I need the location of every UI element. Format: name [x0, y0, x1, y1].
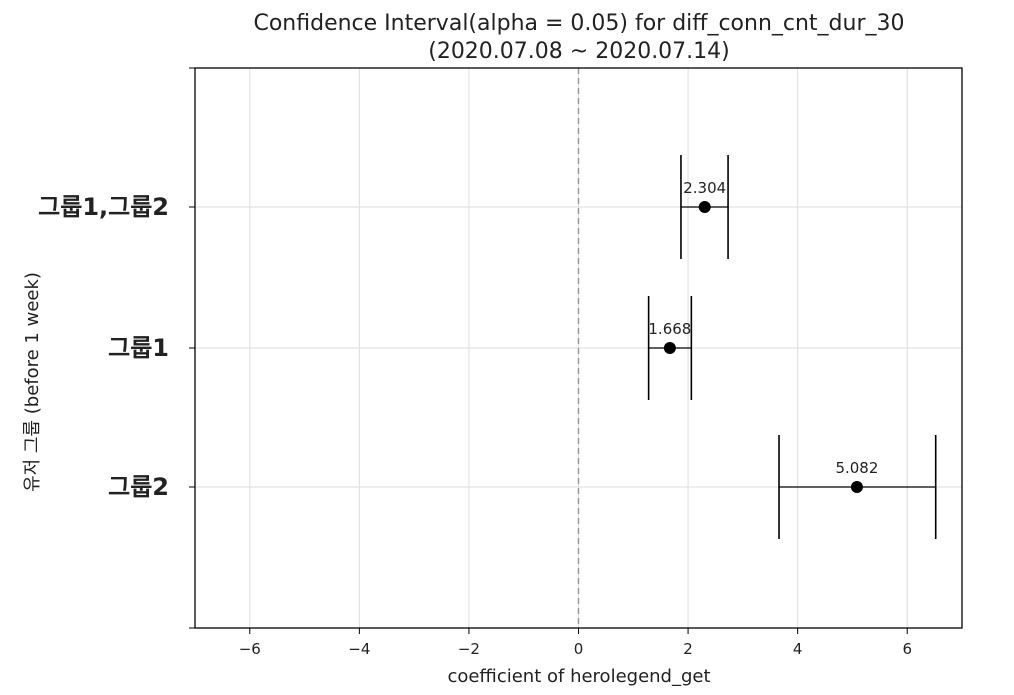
- data-label: 2.304: [683, 179, 726, 197]
- chart-title: Confidence Interval(alpha = 0.05) for di…: [253, 11, 904, 36]
- x-tick-label: 0: [574, 640, 584, 658]
- axes-layer: −6 −4 −2 0 2 4 6 그룹1,그룹2 그룹1 그룹2: [38, 67, 963, 658]
- x-tick-label: −6: [239, 640, 261, 658]
- y-axis-label: 유저 그룹 (before 1 week): [22, 272, 43, 492]
- point-estimate-marker: [663, 342, 676, 354]
- x-tick-label: −4: [348, 640, 370, 658]
- data-marks-layer: 2.304 1.668 5.082: [647, 155, 937, 539]
- x-tick-label: 4: [793, 640, 803, 658]
- y-tick-label: 그룹1: [108, 334, 169, 362]
- data-label: 5.082: [835, 459, 878, 477]
- data-label: 1.668: [648, 320, 691, 338]
- chart-subtitle: (2020.07.08 ~ 2020.07.14): [428, 39, 730, 64]
- y-tick-label: 그룹1,그룹2: [38, 193, 169, 221]
- x-axis-label: coefficient of herolegend_get: [447, 666, 710, 687]
- y-tick-label: 그룹2: [108, 473, 169, 501]
- x-tick-label: −2: [458, 640, 480, 658]
- point-estimate-marker: [850, 481, 863, 493]
- x-tick-label: 2: [683, 640, 693, 658]
- x-tick-label: 6: [902, 640, 912, 658]
- point-estimate-marker: [698, 201, 711, 213]
